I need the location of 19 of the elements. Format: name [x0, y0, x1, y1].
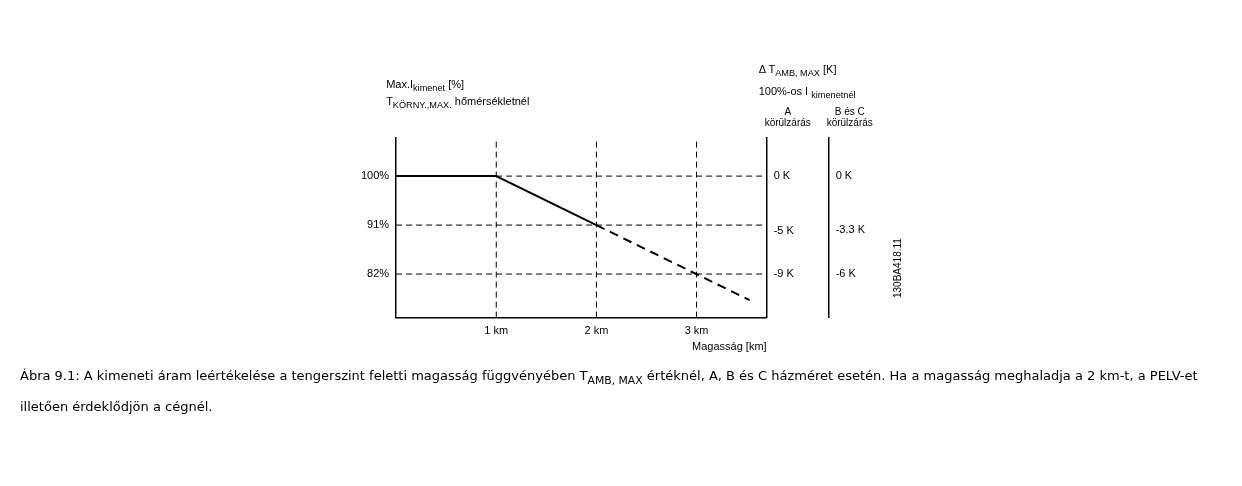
y2-tick-label: -9 K: [773, 267, 795, 280]
y3-tick-label: 0 K: [835, 169, 853, 182]
x-tick-label: 2 km: [584, 324, 609, 337]
y3-tick-label: -6 K: [835, 267, 857, 280]
text: Ábra 9.1: A kimeneti áram leértékelése a tengerszint feletti magasság függvényében T$_{AMB, MAX}$ értéknél, A, B és C házméret esetén. Ha a magasság meghaladja a 2 km-t, a PELV-et illetően érdeklődjön a cégnél.: [20, 368, 1198, 414]
y-tick-label: 82%: [367, 267, 390, 280]
y3-tick-label: -3.3 K: [835, 222, 866, 235]
x-axis-title: Magasság [km]: [692, 340, 767, 353]
y2-tick-label: -5 K: [773, 223, 795, 236]
y-tick-label: 100%: [360, 169, 390, 182]
y3-axis-title: B és C körülzárás: [826, 106, 873, 128]
text: Max.I$_{kimenet}$ [%] T$_{KÖRNY.,MAX.}$ hőmérsékletnél: [386, 78, 530, 111]
text: Δ T$_{AMB, MAX}$ [K] 100%-os I $_{kimenetnél}$: [758, 63, 856, 101]
y2-tick-label: 0 K: [773, 169, 791, 182]
y-tick-label: 91%: [367, 218, 390, 231]
y2-axis-title: A körülzárás: [764, 106, 811, 128]
x-tick-label: 3 km: [684, 324, 709, 337]
text: 130BA418.11: [890, 238, 904, 298]
x-tick-label: 1 km: [484, 324, 509, 337]
